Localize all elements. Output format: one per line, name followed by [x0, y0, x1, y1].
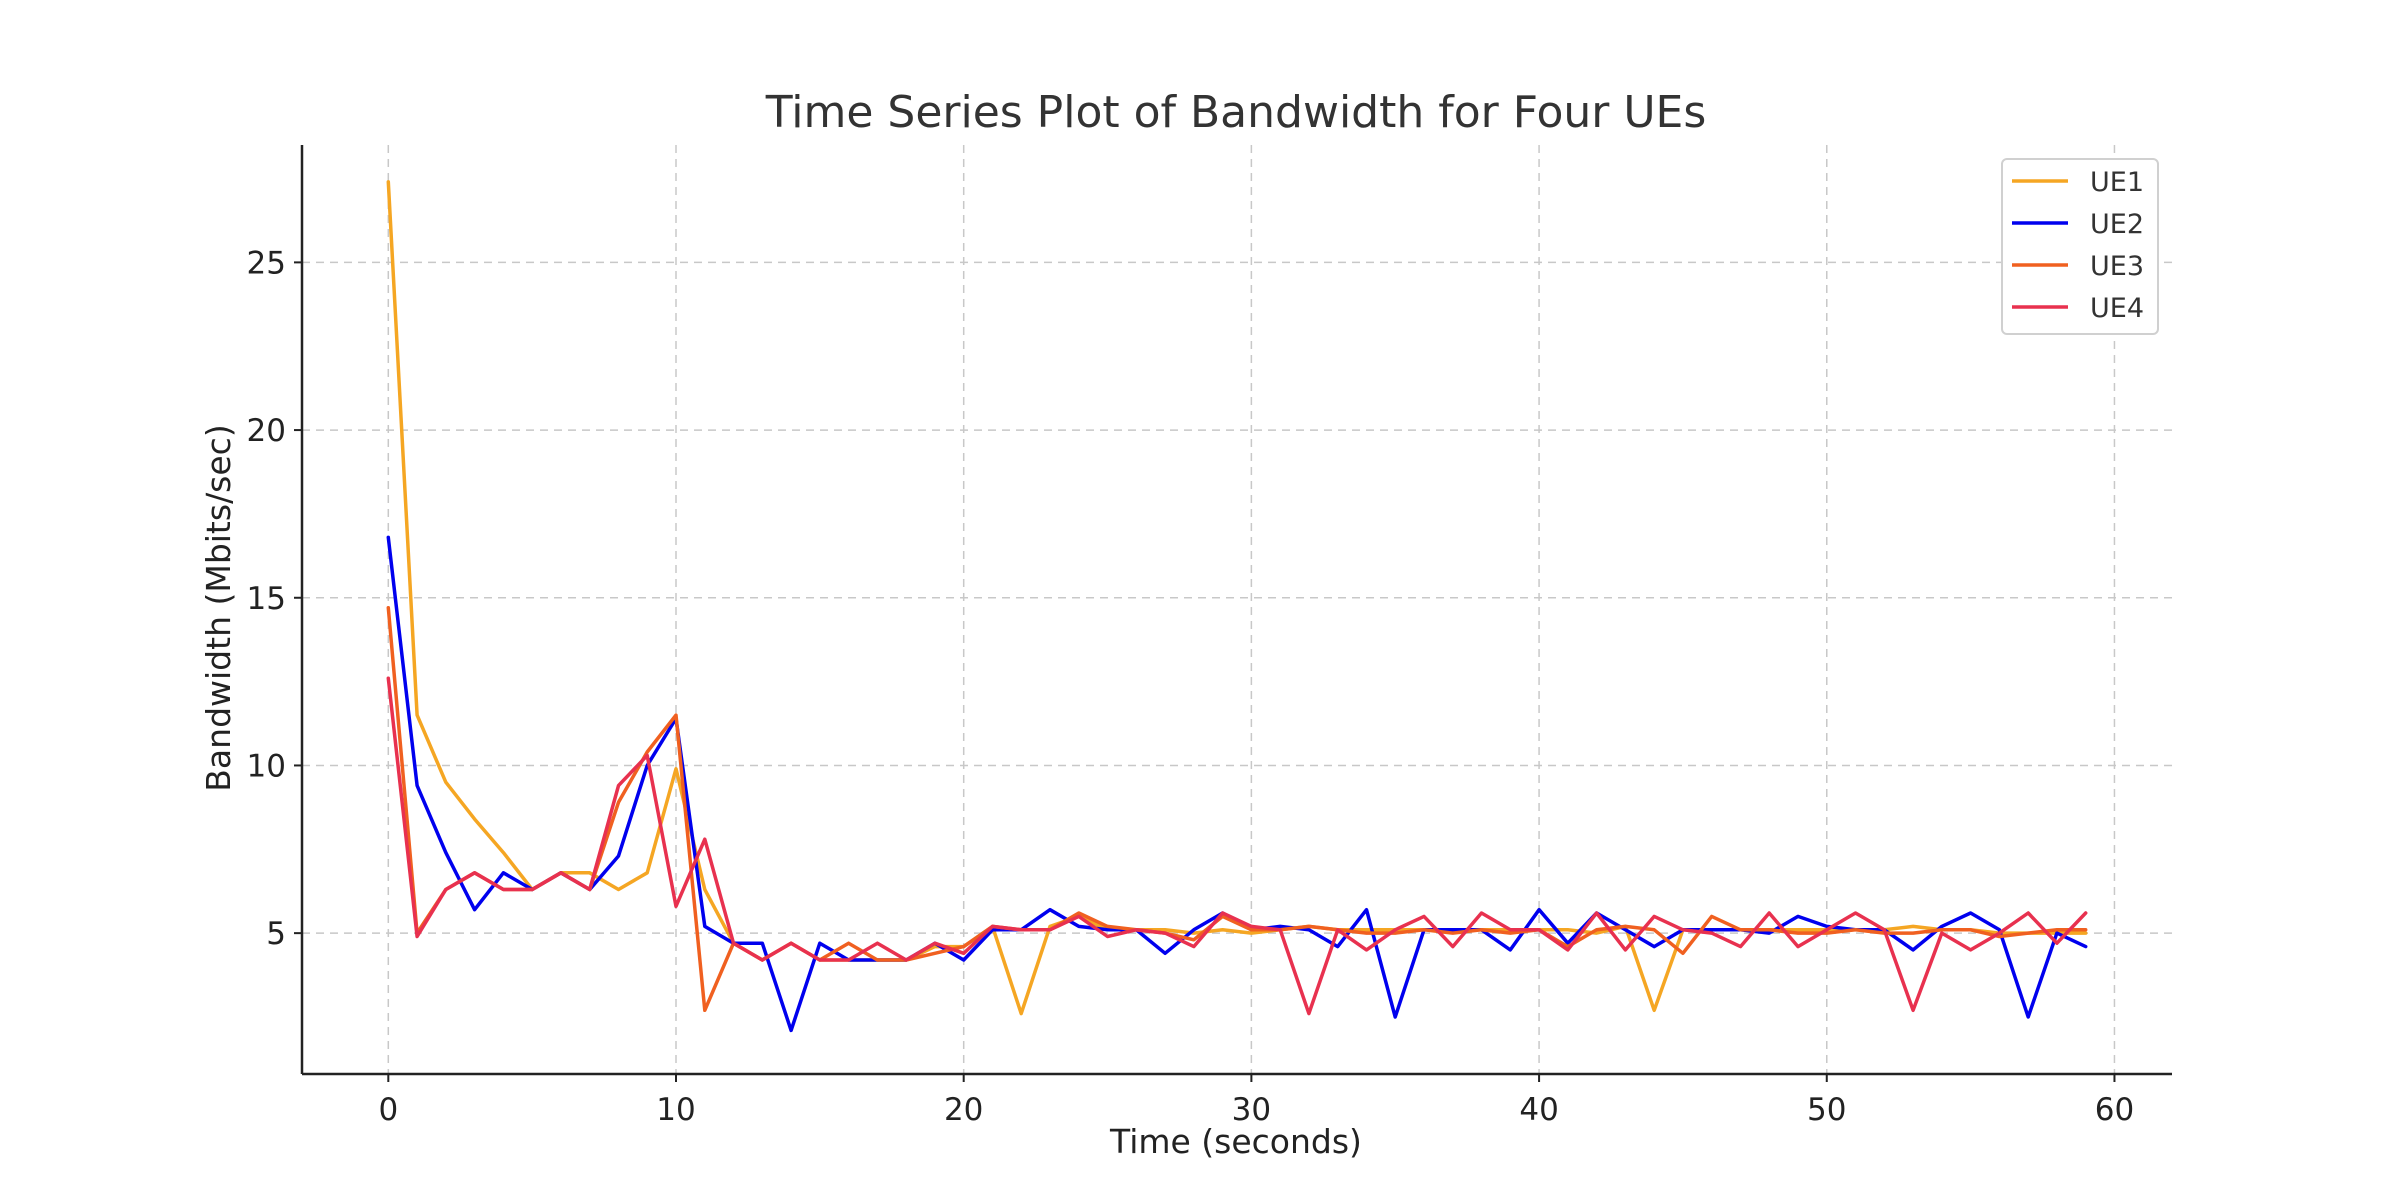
chart-title: Time Series Plot of Bandwidth for Four U…	[765, 87, 1707, 138]
y-tick-label: 15	[247, 581, 286, 617]
x-tick-label: 50	[1807, 1092, 1846, 1128]
x-axis-label: Time (seconds)	[1109, 1122, 1362, 1161]
legend-label-ue2: UE2	[2090, 209, 2144, 240]
legend-box	[2001, 158, 2159, 335]
x-tick-label: 20	[944, 1092, 983, 1128]
y-tick-label: 25	[247, 245, 286, 281]
x-tick-label: 10	[656, 1092, 695, 1128]
legend: UE1 UE2 UE3 UE4	[2001, 158, 2159, 335]
series-line-ue4	[386, 676, 2088, 1016]
y-tick-label: 10	[247, 748, 286, 784]
y-tick-label: 5	[266, 916, 286, 952]
series-line-ue1	[386, 180, 2088, 1016]
x-tick-label: 60	[2095, 1092, 2134, 1128]
series-line-ue3	[386, 606, 2088, 1013]
legend-label-ue1: UE1	[2090, 167, 2144, 198]
legend-label-ue4: UE4	[2090, 293, 2144, 324]
y-axis-label: Bandwidth (Mbits/sec)	[199, 424, 238, 791]
x-tick-label: 30	[1232, 1092, 1271, 1128]
x-tick-label: 40	[1519, 1092, 1558, 1128]
tick-labels: 0 10 20 30 40 50 60 5 10 15 20 25	[247, 245, 2135, 1128]
legend-label-ue3: UE3	[2090, 251, 2144, 282]
series-lines	[386, 180, 2088, 1033]
x-tick-label: 0	[378, 1092, 398, 1128]
grid	[302, 145, 2172, 1074]
axes	[300, 145, 2172, 1076]
y-tick-label: 20	[247, 413, 286, 449]
